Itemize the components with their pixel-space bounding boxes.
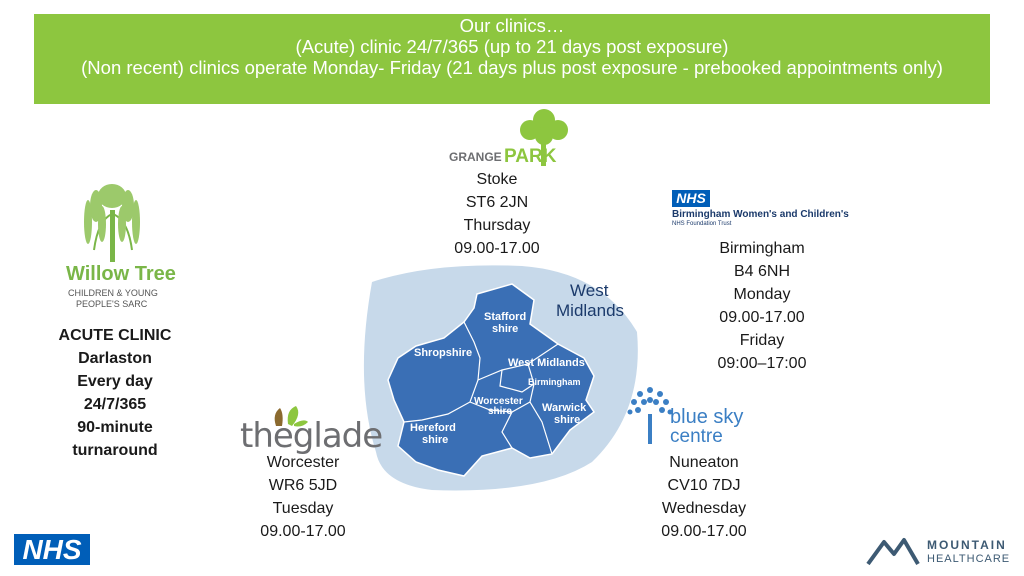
birmingham-hours-1: 09.00-17.00 [719, 309, 805, 326]
worcester-postcode: WR6 5JD [268, 477, 338, 494]
healthcare-word: HEALTHCARE [927, 553, 1011, 565]
map-label-hereford-shire: shire [422, 434, 448, 446]
acute-clinic-availability: 24/7/365 [83, 396, 147, 413]
stoke-postcode: ST6 2JN [465, 194, 529, 211]
nuneaton-day: Wednesday [661, 500, 747, 517]
birmingham-day-1: Monday [733, 286, 791, 303]
oak-leaf-icon [274, 406, 308, 427]
birmingham-trust-subtitle: NHS Foundation Trust [672, 221, 732, 227]
banner-non-recent-line: (Non recent) clinics operate Monday- Fri… [81, 57, 943, 78]
map-label-warwick: Warwick [542, 402, 587, 414]
map-boundaries [403, 321, 559, 455]
centre-word: centre [670, 426, 723, 447]
glade-wordmark: theglade [240, 416, 383, 456]
header-banner: Our clinics… (Acute) clinic 24/7/365 (up… [34, 14, 990, 104]
blue-sky-logo: blue sky centre [626, 384, 756, 448]
map-label-birmingham: Birmingham [528, 377, 581, 387]
stoke-hours: 09.00-17.00 [454, 240, 540, 257]
willow-tree-logo: Willow Tree CHILDREN & YOUNG PEOPLE'S SA… [58, 180, 176, 309]
map-label-warwick-shire: shire [554, 414, 580, 426]
map-title-midlands: Midlands [556, 301, 624, 320]
willow-tree-icon [84, 184, 140, 262]
willow-tree-subtitle-1: CHILDREN & YOUNG [68, 288, 158, 298]
nuneaton-postcode: CV10 7DJ [667, 477, 741, 494]
park-word: PARK [504, 146, 557, 167]
birmingham-trust-logo: NHS Birmingham Women's and Children's NH… [672, 190, 872, 230]
willow-tree-subtitle-2: PEOPLE'S SARC [76, 299, 148, 309]
nuneaton-clinic-info: Nuneaton CV10 7DJ Wednesday 09.00-17.00 [644, 451, 764, 543]
worcester-day: Tuesday [272, 500, 334, 517]
birmingham-hours-2: 09:00–17:00 [717, 355, 807, 372]
map-label-stafford-shire: shire [492, 323, 518, 335]
birmingham-day-2: Friday [739, 332, 785, 349]
worcester-hours: 09.00-17.00 [260, 523, 346, 540]
map-label-shropshire: Shropshire [414, 347, 472, 359]
willow-tree-title: Willow Tree [66, 263, 176, 285]
worcester-clinic-info: Worcester WR6 5JD Tuesday 09.00-17.00 [243, 451, 363, 543]
banner-title: Our clinics… [459, 15, 565, 36]
tree-icon [520, 109, 568, 166]
acute-clinic-turnaround-2: turnaround [72, 442, 158, 459]
birmingham-clinic-info: Birmingham B4 6NH Monday 09.00-17.00 Fri… [700, 237, 824, 375]
blue-sky-word: blue sky [670, 406, 744, 428]
nhs-logo: NHS [14, 534, 90, 565]
acute-clinic-turnaround-1: 90-minute [77, 419, 153, 436]
mountain-healthcare-logo: MOUNTAIN HEALTHCARE [866, 530, 1016, 570]
map-title-west: West [570, 281, 609, 300]
acute-clinic-location: Darlaston [78, 350, 152, 367]
stoke-clinic-info: Stoke ST6 2JN Thursday 09.00-17.00 [437, 168, 557, 260]
birmingham-trust-name: Birmingham Women's and Children's [672, 209, 849, 220]
glade-logo: theglade [240, 404, 383, 456]
map-label-west-midlands: West Midlands [508, 357, 585, 369]
nhs-badge-small: NHS [672, 190, 710, 207]
nuneaton-city: Nuneaton [669, 454, 739, 471]
nuneaton-hours: 09.00-17.00 [661, 523, 747, 540]
map-label-worcester: Worcester [474, 396, 523, 407]
map-label-worcester-shire: shire [488, 406, 512, 417]
acute-clinic-days: Every day [77, 373, 153, 390]
map-label-hereford: Hereford [410, 422, 456, 434]
stoke-day: Thursday [463, 217, 531, 234]
grange-word: GRANGE [449, 150, 502, 164]
west-midlands-map: West Midlands Stafford shire Shropshire … [363, 265, 638, 491]
stoke-city: Stoke [476, 171, 518, 188]
mountain-word: MOUNTAIN [927, 538, 1007, 552]
acute-clinic-info: ACUTE CLINIC Darlaston Every day 24/7/36… [50, 324, 180, 462]
map-label-stafford: Stafford [484, 311, 526, 323]
birmingham-city: Birmingham [719, 240, 805, 257]
acute-clinic-label: ACUTE CLINIC [58, 327, 172, 344]
blue-tree-icon [627, 387, 673, 444]
worcester-city: Worcester [266, 454, 340, 471]
map-regions-shape [387, 283, 596, 477]
banner-acute-line: (Acute) clinic 24/7/365 (up to 21 days p… [295, 36, 729, 57]
grange-park-logo: GRANGE PARK [446, 106, 568, 170]
mountain-icon [866, 538, 920, 566]
birmingham-postcode: B4 6NH [733, 263, 791, 280]
